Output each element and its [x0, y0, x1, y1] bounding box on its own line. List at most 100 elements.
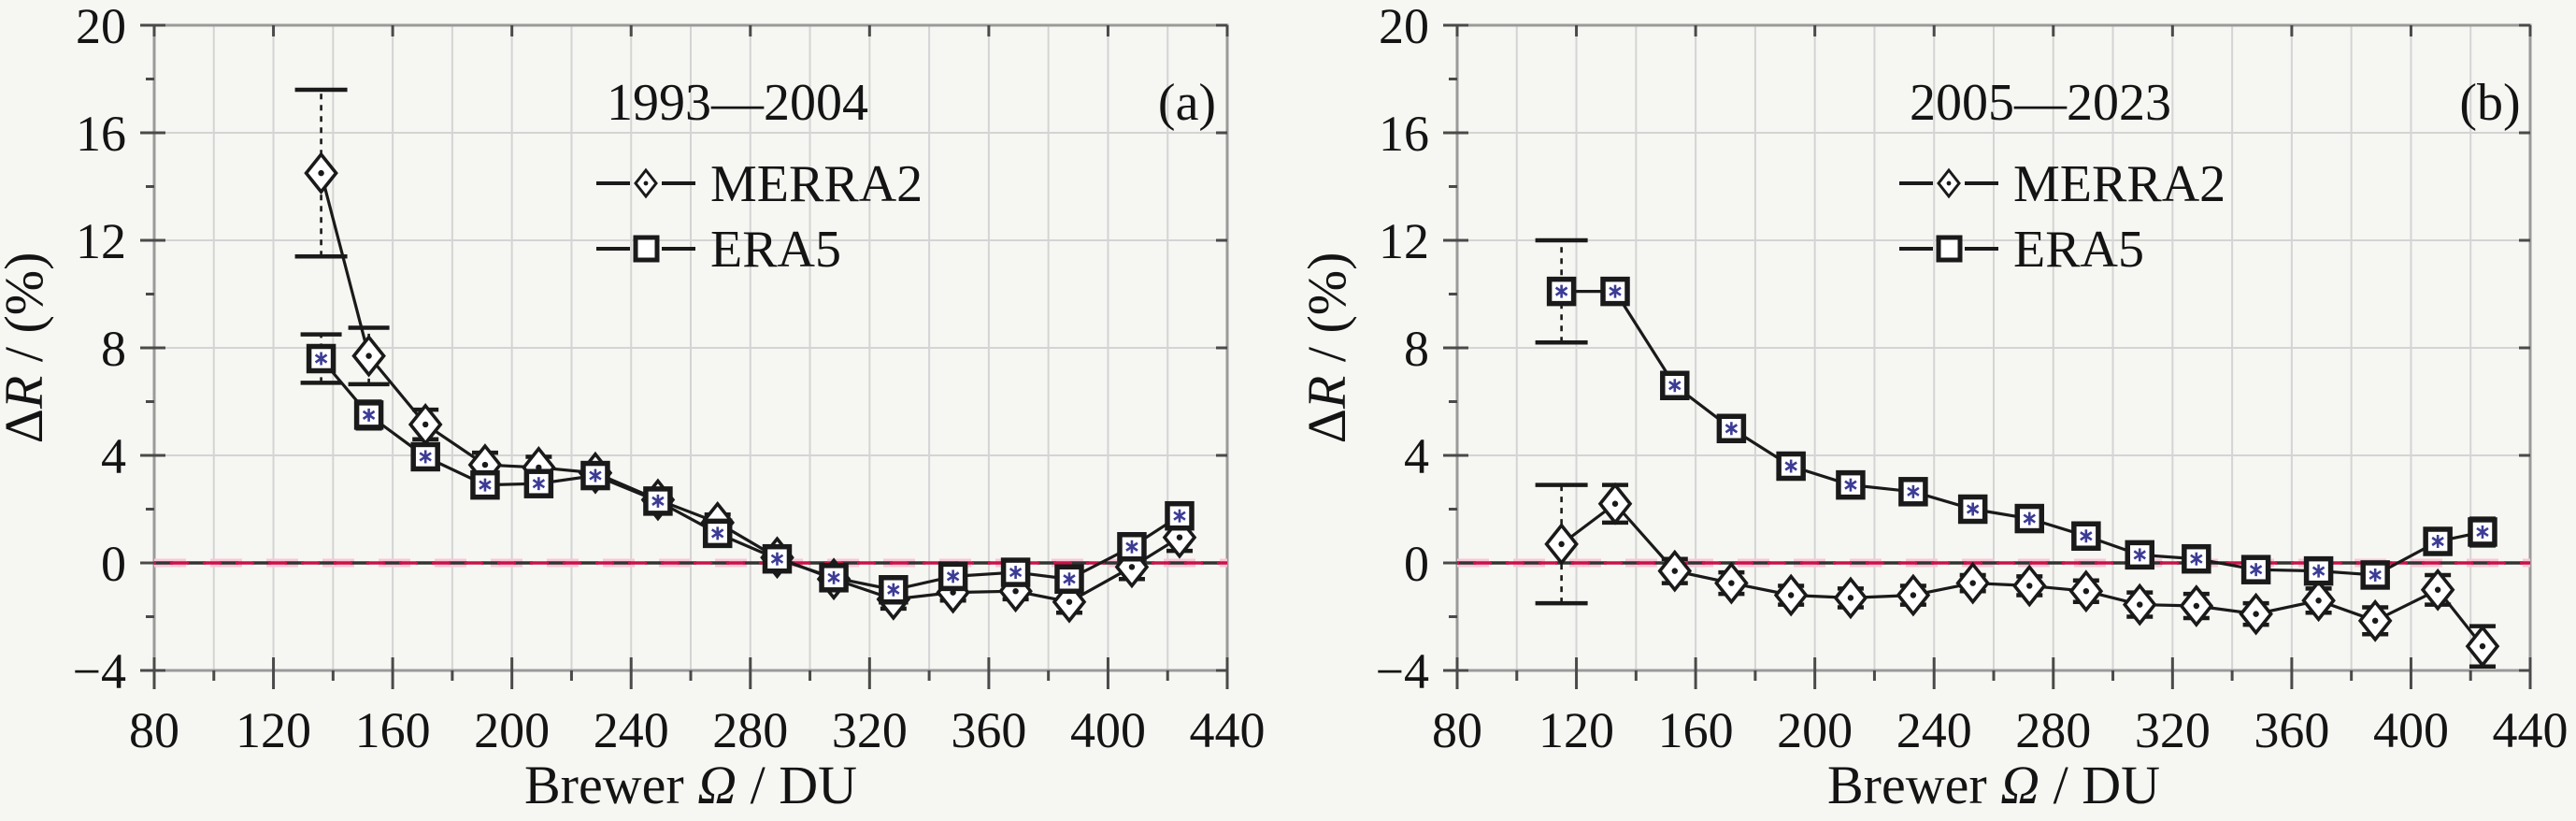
star-stroke	[651, 496, 665, 506]
diamond-center-dot	[1128, 564, 1136, 570]
square-star-glyph	[827, 570, 840, 584]
legend-label: MERRA2	[2013, 155, 2225, 213]
square-star-glyph	[1784, 459, 1797, 473]
x-tick-label: 120	[1538, 702, 1614, 758]
x-tick-label: 160	[355, 702, 431, 758]
square-star-glyph	[1125, 540, 1138, 554]
square-star-glyph	[532, 477, 546, 491]
y-tick-label: 20	[1379, 0, 1429, 54]
square-marker	[410, 441, 440, 472]
y-axis-title: ΔR / (%)	[0, 252, 54, 444]
x-tick-label: 120	[236, 702, 311, 758]
star-stroke	[770, 554, 784, 564]
square-star-glyph	[946, 569, 960, 583]
star-stroke	[314, 353, 328, 364]
y-tick-label: −4	[73, 643, 126, 699]
series-markers	[306, 343, 1195, 605]
legend-label: ERA5	[710, 221, 841, 279]
x-tick-label: 320	[832, 702, 908, 758]
square-star-glyph	[314, 352, 328, 366]
star-stroke	[2476, 526, 2489, 538]
star-stroke	[1009, 567, 1023, 578]
star-stroke	[2080, 531, 2093, 541]
diamond-center-dot	[1012, 587, 1019, 595]
x-tick-label: 80	[1432, 702, 1482, 758]
series-line	[320, 357, 1181, 592]
star-stroke	[1966, 504, 1980, 514]
star-stroke	[2190, 554, 2203, 564]
x-tick-label: 160	[1658, 702, 1734, 758]
diamond-center-dot	[2315, 598, 2322, 604]
square-star-glyph	[2133, 548, 2146, 562]
square-star-glyph	[1966, 502, 1980, 516]
legend: 2005—2023 MERRA2 ERA5 (b)	[1899, 74, 2521, 279]
series-markers	[1544, 482, 2500, 669]
square-marker	[2125, 540, 2155, 570]
legend-label: MERRA2	[710, 155, 923, 213]
diamond-center-dot	[1611, 500, 1619, 507]
star-stroke	[887, 584, 900, 595]
square-marker	[702, 518, 733, 549]
diamond-center-dot	[422, 421, 429, 428]
star-stroke	[827, 572, 840, 583]
star-stroke	[589, 470, 602, 481]
series-era5	[1535, 238, 2497, 590]
square-star-glyph	[419, 450, 432, 464]
legend: 1993—2004 MERRA2 ERA5 (a)	[596, 74, 1216, 279]
star-stroke	[1907, 486, 1920, 497]
square-star-glyph	[2249, 563, 2263, 577]
diamond-center-dot	[1728, 580, 1735, 586]
diamond-center-dot	[1176, 534, 1183, 540]
diamond-center-dot	[1847, 595, 1854, 601]
axis-ticks	[1443, 23, 2532, 689]
square-star-glyph	[651, 494, 665, 508]
diamond-center-dot	[1558, 540, 1565, 548]
diamond-center-dot	[1066, 598, 1073, 605]
star-stroke	[2431, 536, 2444, 547]
x-tick-label: 400	[2373, 702, 2449, 758]
y-tick-label: 4	[1404, 428, 1429, 484]
y-tick-label: 8	[101, 321, 126, 377]
square-star-glyph	[362, 408, 376, 422]
x-tick-label: 440	[1190, 702, 1266, 758]
x-tick-label: 440	[2493, 702, 2569, 758]
y-tick-label: 16	[1379, 106, 1429, 162]
square-star-glyph	[2476, 525, 2489, 539]
y-tick-labels: 20 16 12 8 4 0 −4	[73, 0, 126, 699]
y-tick-label: 12	[1379, 213, 1429, 269]
y-axis-title: ΔR / (%)	[1296, 252, 1357, 444]
x-tick-label: 200	[474, 702, 550, 758]
square-star-glyph	[1724, 422, 1739, 436]
star-stroke	[2368, 569, 2382, 581]
star-stroke	[1125, 541, 1138, 552]
diamond-center-dot	[481, 461, 489, 468]
x-tick-label: 240	[1896, 702, 1972, 758]
legend-title: 1993—2004	[607, 74, 868, 132]
x-tick-label: 400	[1070, 702, 1146, 758]
panel-b: 80 120 160 200 240 280 320 360 400 440 20 16 12 8 4 0 −4…	[1288, 0, 2576, 821]
square-star-glyph	[2080, 529, 2093, 543]
panel-tag: (a)	[1158, 74, 1216, 132]
star-stroke	[1844, 480, 1857, 490]
series-merra2	[1535, 482, 2500, 669]
square-marker	[523, 468, 554, 498]
legend-label: ERA5	[2013, 221, 2144, 279]
star-stroke	[362, 410, 376, 420]
diamond-center-dot	[1787, 592, 1795, 598]
star-stroke	[2133, 550, 2146, 560]
diamond-center-dot	[318, 169, 324, 177]
y-tick-labels: 20 16 12 8 4 0 −4	[1376, 0, 1429, 699]
square-star-glyph	[1844, 478, 1857, 492]
diamond-center-dot	[1910, 592, 1917, 598]
square-star-glyph	[2023, 511, 2036, 526]
star-stroke	[1554, 286, 1568, 296]
star-stroke	[419, 452, 432, 462]
square-star-glyph	[479, 478, 492, 492]
star-stroke	[1784, 461, 1797, 471]
star-stroke	[2249, 565, 2263, 575]
x-tick-labels: 80 120 160 200 240 280 320 360 400 440	[1432, 702, 2569, 758]
square-star-glyph	[2431, 535, 2444, 548]
diamond-center-dot	[2434, 586, 2441, 593]
y-tick-label: 4	[101, 428, 126, 484]
